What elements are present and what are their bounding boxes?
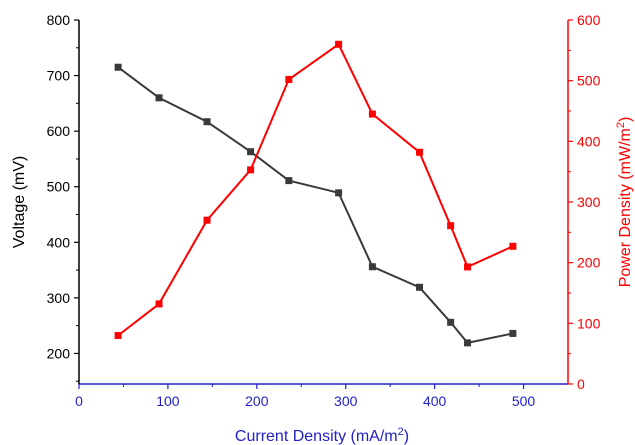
right-axis-title-main: Power Density (mW/m <box>617 128 634 287</box>
power-point <box>368 110 376 118</box>
x-axis-title-close: ) <box>404 428 409 445</box>
voltage-series-line <box>117 66 514 345</box>
power-point <box>335 40 343 48</box>
x-tick-label: 400 <box>423 393 447 409</box>
voltage-point <box>335 189 343 197</box>
right-tick-label: 300 <box>577 194 601 210</box>
right-axis-title: Power Density (mW/m2) <box>615 117 634 288</box>
plot-frame <box>78 20 569 385</box>
right-axis-title-close: ) <box>617 117 634 122</box>
left-tick-label: 600 <box>47 123 71 139</box>
voltage-point <box>247 148 255 156</box>
x-axis-ticks: 0 100 200 300 400 500 <box>75 384 535 409</box>
right-tick-label: 400 <box>577 133 601 149</box>
series-layer <box>114 40 517 347</box>
right-tick-label: 100 <box>577 315 601 331</box>
left-axis-title: Voltage (mV) <box>11 156 28 248</box>
voltage-point <box>285 177 293 185</box>
voltage-point <box>368 263 376 271</box>
voltage-point <box>416 283 424 291</box>
x-axis-title: Current Density (mA/m2) <box>235 426 409 445</box>
right-tick-label: 500 <box>577 73 601 89</box>
left-axis-ticks: 200 300 400 500 600 700 800 <box>47 12 79 382</box>
left-tick-label: 300 <box>47 290 71 306</box>
power-point <box>416 148 424 156</box>
power-point <box>203 216 211 224</box>
left-tick-label: 200 <box>47 345 71 361</box>
x-tick-label: 200 <box>245 393 269 409</box>
left-tick-label: 800 <box>47 12 71 28</box>
left-tick-label: 400 <box>47 234 71 250</box>
power-series-line <box>117 42 514 337</box>
voltage-point <box>155 94 163 102</box>
power-point <box>509 242 517 250</box>
power-point <box>155 300 163 308</box>
x-tick-label: 100 <box>156 393 180 409</box>
right-tick-label: 0 <box>577 376 585 392</box>
right-axis-ticks: 0 100 200 300 400 500 600 <box>568 12 601 392</box>
x-tick-label: 300 <box>334 393 358 409</box>
right-axis-title-sup: 2 <box>615 122 627 128</box>
voltage-point <box>203 118 211 126</box>
x-axis-title-main: Current Density (mA/m <box>235 428 398 445</box>
power-point <box>114 331 122 339</box>
left-tick-label: 700 <box>47 68 71 84</box>
x-axis-title-sup: 2 <box>398 426 404 438</box>
left-tick-label: 500 <box>47 179 71 195</box>
x-tick-label: 0 <box>75 393 83 409</box>
power-point <box>285 75 293 83</box>
voltage-point <box>447 318 455 326</box>
x-tick-label: 500 <box>512 393 536 409</box>
voltage-point <box>114 63 122 71</box>
power-point <box>247 166 255 174</box>
power-point <box>464 263 472 271</box>
right-tick-label: 200 <box>577 255 601 271</box>
right-tick-label: 600 <box>577 12 601 28</box>
voltage-point <box>509 329 517 337</box>
power-point <box>447 222 455 230</box>
voltage-point <box>464 339 472 347</box>
